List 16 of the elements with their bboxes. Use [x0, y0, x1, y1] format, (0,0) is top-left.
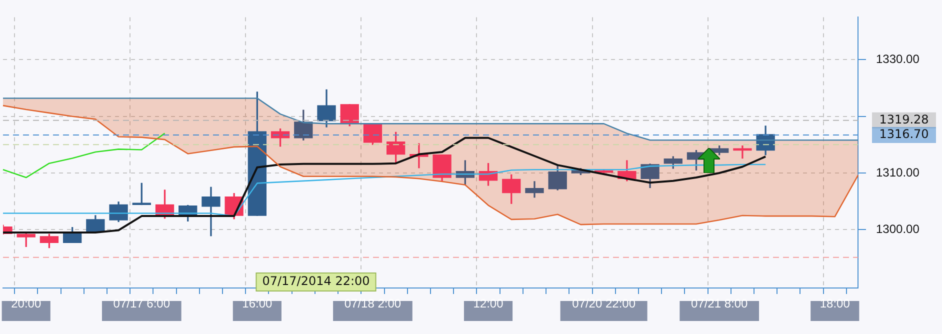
x-tick-label: 07/21 8:00 — [690, 296, 748, 311]
x-tick-label: 07/18 2:00 — [344, 296, 402, 311]
annotation: 07/17/2014 22:00 — [262, 274, 370, 288]
y-tick-label: 1300.00 — [876, 222, 920, 236]
ref-line-label: 1316.70 — [879, 127, 929, 142]
candlestick — [202, 186, 220, 236]
ref-line-label: 1319.28 — [879, 112, 929, 127]
x-tick-label: 20:00 — [11, 296, 42, 311]
x-tick-label: 07/20 22:00 — [572, 296, 636, 311]
x-tick-label: 07/17 6:00 — [113, 296, 170, 311]
candlestick — [132, 182, 151, 206]
y-tick-label: 1330.00 — [876, 52, 920, 66]
x-tick-label: 16:00 — [242, 296, 273, 311]
y-tick-label: 1310.00 — [876, 165, 920, 180]
x-tick-label: 12:00 — [473, 296, 504, 311]
x-tick-label: 18:00 — [820, 296, 850, 311]
